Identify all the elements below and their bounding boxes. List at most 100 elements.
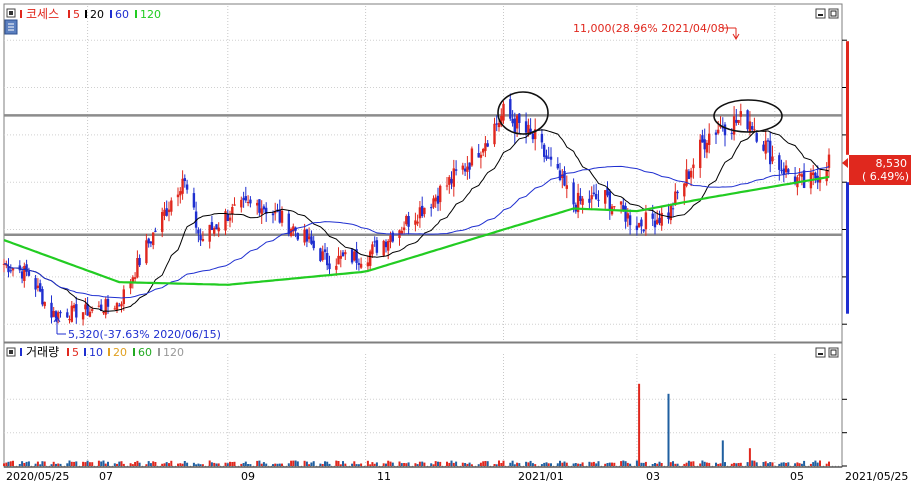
candle-body — [825, 170, 828, 182]
candle-body — [640, 219, 643, 227]
candle-body — [762, 144, 765, 151]
volume-minimize-icon[interactable] — [815, 347, 826, 358]
volume-bar — [25, 461, 28, 466]
volume-maximize-icon[interactable] — [828, 347, 839, 358]
candle-body — [534, 129, 537, 140]
candle-body — [57, 312, 60, 320]
volume-bar — [825, 463, 828, 466]
candle-body — [590, 195, 593, 200]
volume-bar — [161, 463, 164, 466]
x-axis-end-label: 2021/05/25 — [845, 470, 908, 483]
candle-body — [226, 214, 229, 221]
volume-bar — [97, 460, 100, 466]
volume-bar — [794, 463, 797, 466]
legend-ma20-swatch — [85, 10, 87, 18]
volume-bar — [52, 461, 55, 466]
volume-bar — [798, 463, 801, 466]
candle-body — [780, 170, 783, 172]
volume-bar — [88, 462, 91, 466]
volume-bar — [84, 462, 87, 466]
candle-body — [41, 289, 44, 305]
candle-body — [84, 304, 87, 310]
volume-bar — [373, 463, 376, 466]
volume-bar — [134, 462, 137, 466]
volume-panel-window-icons[interactable] — [815, 347, 839, 358]
volume-bar — [683, 463, 686, 466]
volume-bar — [41, 461, 44, 466]
volume-bar — [513, 464, 516, 466]
volume-bar — [543, 462, 546, 466]
candle-body — [769, 140, 772, 165]
candle-body — [100, 304, 103, 311]
ma120-line — [3, 175, 830, 286]
volume-bar — [369, 464, 372, 466]
candle-body — [52, 311, 55, 317]
volume-bar — [511, 460, 514, 466]
candle-body — [181, 178, 184, 194]
candle-body — [827, 154, 831, 168]
volume-bar — [737, 463, 740, 466]
candle-body — [233, 204, 236, 206]
candle-body — [708, 133, 711, 145]
price-legend: 코세스 5 20 60 120 — [6, 7, 161, 21]
volume-bar — [701, 460, 704, 466]
volume-bar — [547, 463, 550, 466]
volume-bar — [502, 460, 505, 466]
candle-body — [511, 119, 514, 124]
candle-body — [265, 207, 268, 214]
volume-bar — [613, 462, 616, 466]
volume-bar — [455, 461, 458, 466]
candle-body — [423, 207, 426, 215]
candle-body — [240, 199, 243, 208]
volume-bar — [73, 461, 76, 466]
volume-bar — [468, 462, 471, 466]
candle-body — [689, 170, 693, 178]
candle-body — [436, 195, 440, 204]
candle-body — [54, 311, 58, 319]
candle-body — [147, 238, 150, 244]
highlight-circle-january — [497, 91, 549, 135]
candle-body — [407, 216, 410, 227]
volume-bar — [733, 462, 736, 466]
side-tool-icon[interactable] — [4, 19, 18, 35]
volume-bar — [439, 461, 442, 466]
volume-bar — [258, 460, 261, 466]
volume-bar — [274, 463, 277, 466]
candle-body — [136, 258, 139, 278]
volume-bar — [208, 460, 211, 466]
volume-bar — [199, 464, 202, 466]
volume-bar — [68, 460, 71, 466]
candle-body — [43, 301, 46, 307]
candle-body — [613, 206, 616, 208]
volume-bar — [375, 462, 378, 466]
volume-bar — [328, 463, 331, 466]
maximize-icon[interactable] — [828, 8, 839, 19]
volume-bar — [484, 461, 487, 466]
candle-body — [735, 119, 738, 123]
volume-bar — [292, 460, 295, 466]
volume-bar — [719, 463, 722, 466]
volume-bar — [181, 463, 184, 466]
candle-body — [642, 229, 645, 232]
candle-body — [113, 308, 116, 310]
volume-bar — [545, 462, 548, 466]
candle-body — [608, 191, 611, 211]
candle-body — [477, 153, 480, 158]
candle-body — [432, 198, 435, 208]
candle-body — [39, 283, 42, 292]
candle-body — [97, 305, 101, 307]
x-axis-labels: 2020/05/25 07 09 11 2021/01 03 05 2021/0… — [6, 470, 908, 483]
candle-body — [676, 191, 679, 194]
volume-bar — [572, 463, 575, 466]
volume-bar — [39, 464, 42, 466]
minimize-icon[interactable] — [815, 8, 826, 19]
candle-body — [337, 255, 340, 265]
candle-body — [644, 212, 648, 230]
volume-bar — [753, 460, 756, 466]
candle-body — [305, 229, 309, 242]
candle-body — [723, 124, 727, 136]
volume-bar — [622, 460, 625, 466]
price-panel-window-icons[interactable] — [815, 8, 839, 19]
volume-bar — [149, 463, 152, 466]
candle-body — [217, 227, 220, 232]
